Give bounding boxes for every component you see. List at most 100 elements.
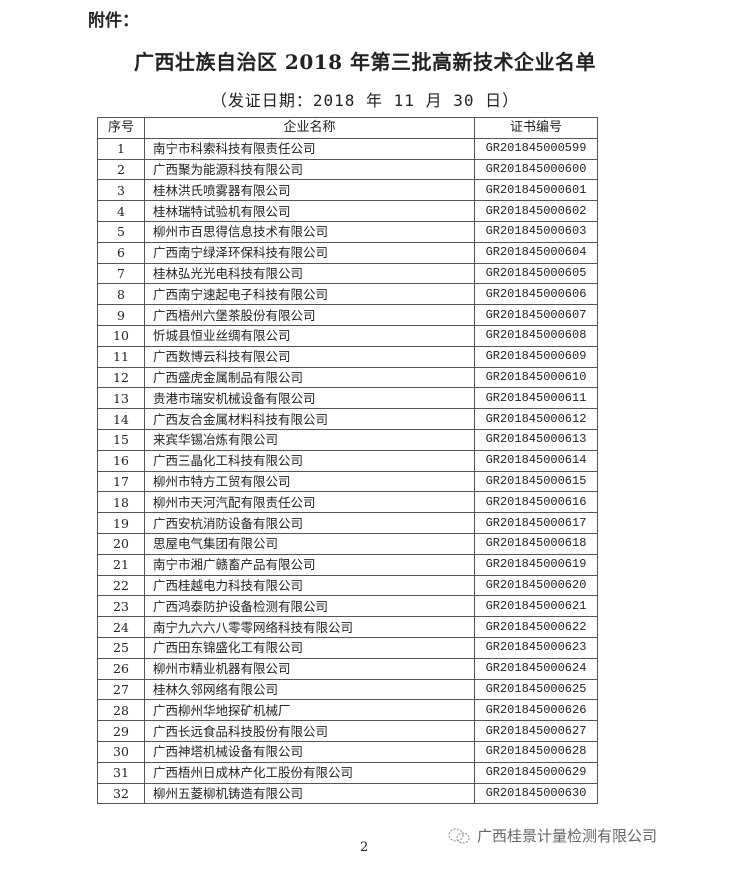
table-row: 9 广西梧州六堡茶股份有限公司 GR201845000607 <box>97 304 598 326</box>
cell-cert: GR201845000619 <box>474 553 598 576</box>
cell-name: 广西数博云科技有限公司 <box>144 345 475 368</box>
cell-seq: 9 <box>97 304 145 326</box>
cell-cert: GR201845000607 <box>474 304 598 326</box>
cell-cert: GR201845000599 <box>474 137 598 160</box>
cell-cert: GR201845000630 <box>474 782 598 805</box>
cell-seq: 25 <box>97 636 145 659</box>
table-row: 18 柳州市天河汽配有限责任公司 GR201845000616 <box>97 491 598 514</box>
cell-name: 广西盛虎金属制品有限公司 <box>144 366 475 389</box>
header-name: 企业名称 <box>144 117 475 139</box>
cell-name: 广西长远食品科技股份有限公司 <box>144 720 475 742</box>
cell-seq: 27 <box>97 678 145 701</box>
cell-cert: GR201845000617 <box>474 512 598 534</box>
cell-seq: 19 <box>97 512 145 534</box>
header-seq: 序号 <box>97 117 145 139</box>
table-body: 1 南宁市科索科技有限责任公司 GR201845000599 2 广西聚为能源科技有限公… <box>97 137 598 805</box>
header-cert: 证书编号 <box>474 117 598 139</box>
cell-cert: GR201845000616 <box>474 491 598 514</box>
cell-name: 南宁九六六八零零网络科技有限公司 <box>144 616 475 638</box>
cell-seq: 32 <box>97 782 145 805</box>
cell-name: 广西聚为能源科技有限公司 <box>144 158 475 181</box>
cell-seq: 2 <box>97 158 145 181</box>
cell-cert: GR201845000618 <box>474 532 598 555</box>
cell-seq: 11 <box>97 345 145 368</box>
cell-cert: GR201845000602 <box>474 200 598 222</box>
table-row: 32 柳州五菱柳机铸造有限公司 GR201845000630 <box>97 782 598 805</box>
table-row: 17 柳州市特方工贸有限公司 GR201845000615 <box>97 470 598 493</box>
cell-seq: 4 <box>97 200 145 222</box>
cell-cert: GR201845000610 <box>474 366 598 389</box>
cell-cert: GR201845000627 <box>474 720 598 742</box>
cell-name: 柳州市百思得信息技术有限公司 <box>144 220 475 243</box>
cell-cert: GR201845000614 <box>474 449 598 472</box>
watermark-text: 广西桂景计量检测有限公司 <box>477 827 658 845</box>
cell-name: 广西桂越电力科技有限公司 <box>144 574 475 597</box>
cell-seq: 5 <box>97 220 145 243</box>
table-row: 30 广西神塔机械设备有限公司 GR201845000628 <box>97 740 598 763</box>
table-row: 26 柳州市精业机器有限公司 GR201845000624 <box>97 657 598 680</box>
document-title: 广西壮族自治区 2018 年第三批高新技术企业名单 <box>133 50 597 74</box>
cell-seq: 3 <box>97 179 145 202</box>
cell-name: 桂林久邻网络有限公司 <box>144 678 475 701</box>
cell-cert: GR201845000613 <box>474 428 598 451</box>
cell-seq: 8 <box>97 283 145 306</box>
cell-cert: GR201845000600 <box>474 158 598 181</box>
cell-name: 来宾华锡冶炼有限公司 <box>144 428 475 451</box>
cell-name: 广西鸿泰防护设备检测有限公司 <box>144 595 475 618</box>
cell-seq: 1 <box>97 137 145 160</box>
table-row: 13 贵港市瑞安机械设备有限公司 GR201845000611 <box>97 387 598 410</box>
table-row: 4 桂林瑞特试验机有限公司 GR201845000602 <box>97 200 598 222</box>
cell-name: 广西梧州日成林产化工股份有限公司 <box>144 761 475 784</box>
cell-seq: 26 <box>97 657 145 680</box>
table-row: 27 桂林久邻网络有限公司 GR201845000625 <box>97 678 598 701</box>
cell-cert: GR201845000611 <box>474 387 598 410</box>
cell-cert: GR201845000603 <box>474 220 598 243</box>
cell-seq: 20 <box>97 532 145 555</box>
table-row: 16 广西三晶化工科技有限公司 GR201845000614 <box>97 449 598 472</box>
cell-cert: GR201845000606 <box>474 283 598 306</box>
cell-cert: GR201845000625 <box>474 678 598 701</box>
cell-seq: 10 <box>97 324 145 347</box>
table-row: 6 广西南宁绿泽环保科技有限公司 GR201845000604 <box>97 241 598 264</box>
cell-seq: 7 <box>97 262 145 285</box>
cell-name: 柳州市特方工贸有限公司 <box>144 470 475 493</box>
cell-seq: 17 <box>97 470 145 493</box>
table-row: 3 桂林洪氏喷雾器有限公司 GR201845000601 <box>97 179 598 202</box>
cell-name: 广西友合金属材料科技有限公司 <box>144 408 475 430</box>
cell-name: 广西柳州华地探矿机械厂 <box>144 699 475 722</box>
cell-seq: 16 <box>97 449 145 472</box>
table-row: 10 忻城县恒业丝绸有限公司 GR201845000608 <box>97 324 598 347</box>
cell-name: 桂林洪氏喷雾器有限公司 <box>144 179 475 202</box>
cell-cert: GR201845000601 <box>474 179 598 202</box>
wechat-icon <box>448 827 470 844</box>
table-row: 29 广西长远食品科技股份有限公司 GR201845000627 <box>97 720 598 742</box>
cell-cert: GR201845000612 <box>474 408 598 430</box>
table-row: 24 南宁九六六八零零网络科技有限公司 GR201845000622 <box>97 616 598 638</box>
table-row: 22 广西桂越电力科技有限公司 GR201845000620 <box>97 574 598 597</box>
cell-name: 南宁市湘广赣畜产品有限公司 <box>144 553 475 576</box>
table-row: 2 广西聚为能源科技有限公司 GR201845000600 <box>97 158 598 181</box>
table-row: 21 南宁市湘广赣畜产品有限公司 GR201845000619 <box>97 553 598 576</box>
cell-seq: 14 <box>97 408 145 430</box>
cell-name: 广西安杭消防设备有限公司 <box>144 512 475 534</box>
cell-seq: 18 <box>97 491 145 514</box>
table-row: 8 广西南宁速起电子科技有限公司 GR201845000606 <box>97 283 598 306</box>
cell-name: 广西南宁绿泽环保科技有限公司 <box>144 241 475 264</box>
cell-name: 桂林瑞特试验机有限公司 <box>144 200 475 222</box>
table-row: 12 广西盛虎金属制品有限公司 GR201845000610 <box>97 366 598 389</box>
cell-seq: 12 <box>97 366 145 389</box>
cell-name: 忻城县恒业丝绸有限公司 <box>144 324 475 347</box>
table-row: 20 思屋电气集团有限公司 GR201845000618 <box>97 532 598 555</box>
table-row: 1 南宁市科索科技有限责任公司 GR201845000599 <box>97 137 598 160</box>
cell-cert: GR201845000615 <box>474 470 598 493</box>
cell-seq: 22 <box>97 574 145 597</box>
cell-cert: GR201845000629 <box>474 761 598 784</box>
table-row: 19 广西安杭消防设备有限公司 GR201845000617 <box>97 512 598 534</box>
cell-seq: 28 <box>97 699 145 722</box>
cell-name: 广西田东锦盛化工有限公司 <box>144 636 475 659</box>
cell-seq: 13 <box>97 387 145 410</box>
table-row: 31 广西梧州日成林产化工股份有限公司 GR201845000629 <box>97 761 598 784</box>
cell-cert: GR201845000605 <box>474 262 598 285</box>
cell-cert: GR201845000620 <box>474 574 598 597</box>
cell-name: 柳州市天河汽配有限责任公司 <box>144 491 475 514</box>
